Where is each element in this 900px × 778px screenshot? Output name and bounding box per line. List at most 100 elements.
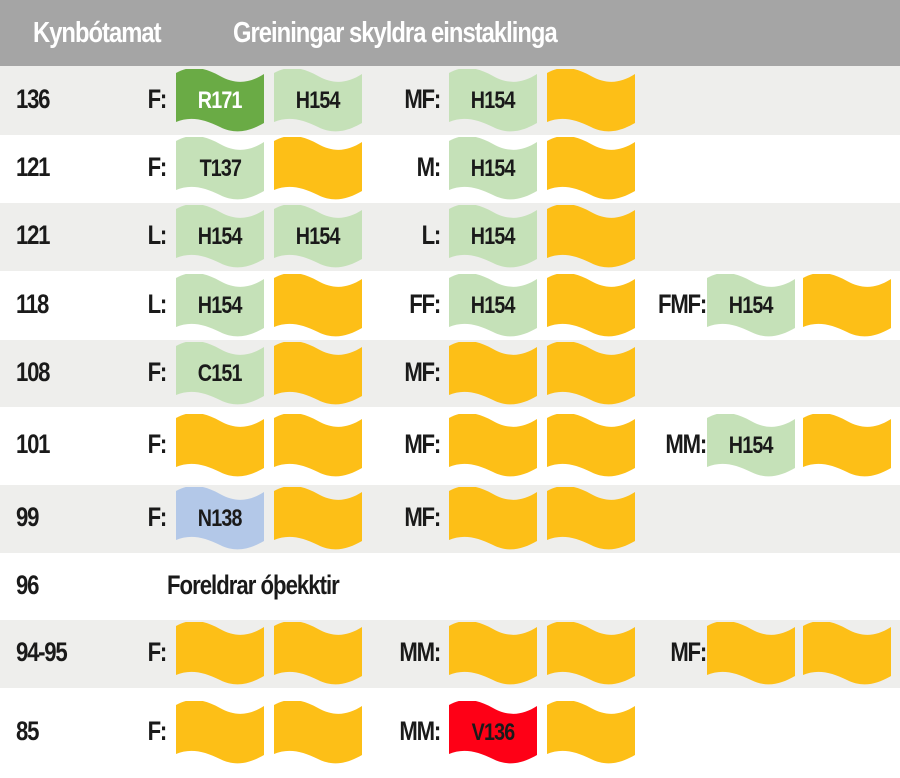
flag-icon <box>176 137 264 200</box>
allele-flag-yellow <box>274 487 362 551</box>
breeding-value: 96 <box>16 570 39 600</box>
table-row: 101 F: MF: MM: H154 <box>0 407 900 485</box>
allele-flag-yellow <box>547 487 635 551</box>
allele-code <box>547 274 635 338</box>
allele-code <box>274 414 362 478</box>
allele-code <box>274 701 362 765</box>
allele-flag-light-green: H154 <box>707 274 795 338</box>
allele-code <box>274 487 362 551</box>
table-row: 94-95 F: MM: MF: <box>0 620 900 688</box>
flag-icon <box>274 342 362 405</box>
relative-label: F: <box>147 429 168 459</box>
flag-icon <box>547 622 635 685</box>
relative-label: MM: <box>399 716 441 746</box>
allele-code-text: T137 <box>199 155 241 182</box>
flag-icon <box>274 69 362 132</box>
allele-code <box>707 622 795 686</box>
flag-icon <box>176 342 264 405</box>
relative-label: MF: <box>404 502 441 532</box>
allele-code: T137 <box>176 137 264 201</box>
flag-icon <box>274 622 362 685</box>
allele-flag-light-green: T137 <box>176 137 264 201</box>
relative-label: MF: <box>404 357 441 387</box>
allele-code <box>803 622 891 686</box>
allele-code-text: R171 <box>198 87 243 114</box>
allele-flag-light-green: H154 <box>449 69 537 133</box>
flag-icon <box>547 342 635 405</box>
allele-flag-yellow <box>547 137 635 201</box>
flag-icon <box>547 137 635 200</box>
relative-label: FF: <box>409 289 441 319</box>
allele-flag-light-green: H154 <box>449 205 537 269</box>
allele-code <box>547 342 635 406</box>
allele-flag-yellow <box>274 274 362 338</box>
allele-code-text: N138 <box>198 505 243 532</box>
allele-code-text: H154 <box>296 87 341 114</box>
allele-code-text: H154 <box>471 292 516 319</box>
allele-code <box>547 487 635 551</box>
allele-code-text: H154 <box>729 432 774 459</box>
flag-icon <box>176 487 264 550</box>
allele-code: H154 <box>449 274 537 338</box>
flag-icon <box>547 701 635 764</box>
flag-icon <box>274 274 362 337</box>
breeding-value: 108 <box>16 357 50 387</box>
allele-flag-light-green: C151 <box>176 342 264 406</box>
allele-flag-yellow <box>803 274 891 338</box>
flag-icon <box>803 274 891 337</box>
allele-flag-yellow <box>547 274 635 338</box>
allele-flag-yellow <box>803 414 891 478</box>
allele-code <box>449 622 537 686</box>
allele-code-text: H154 <box>729 292 774 319</box>
allele-code: H154 <box>274 205 362 269</box>
relative-label: F: <box>147 637 168 667</box>
allele-code-text: H154 <box>198 223 243 250</box>
allele-flag-light-green: H154 <box>707 414 795 478</box>
allele-flag-yellow <box>176 414 264 478</box>
relative-label: F: <box>147 84 168 114</box>
header-relative-analyses: Greiningar skyldra einstaklinga <box>233 17 558 49</box>
breeding-value: 136 <box>16 84 50 114</box>
relative-label: F: <box>147 152 168 182</box>
flag-icon <box>176 205 264 268</box>
table-row: 96 Foreldrar óþekktir <box>0 553 900 620</box>
breeding-value: 94-95 <box>16 637 68 667</box>
allele-flag-yellow <box>547 701 635 765</box>
allele-flag-yellow <box>274 701 362 765</box>
allele-flag-light-green: H154 <box>449 137 537 201</box>
allele-code <box>547 69 635 133</box>
allele-flag-blue: N138 <box>176 487 264 551</box>
relative-label: L: <box>421 220 442 250</box>
allele-flag-yellow <box>274 414 362 478</box>
allele-code-text: H154 <box>471 223 516 250</box>
allele-flag-yellow <box>449 487 537 551</box>
allele-flag-yellow <box>449 342 537 406</box>
flag-icon <box>449 274 537 337</box>
allele-code <box>547 205 635 269</box>
table-row: 108 F: C151 MF: <box>0 340 900 407</box>
flag-icon <box>176 69 264 132</box>
allele-code: H154 <box>274 69 362 133</box>
allele-flag-yellow <box>547 342 635 406</box>
flag-icon <box>449 137 537 200</box>
flag-icon <box>803 622 891 685</box>
flag-icon <box>547 487 635 550</box>
relative-label: MM: <box>665 429 707 459</box>
relative-label: MF: <box>404 84 441 114</box>
relative-label: F: <box>147 502 168 532</box>
allele-code: H154 <box>449 137 537 201</box>
allele-code: N138 <box>176 487 264 551</box>
flag-icon <box>707 622 795 685</box>
allele-code <box>176 701 264 765</box>
allele-code <box>176 622 264 686</box>
allele-code: H154 <box>176 274 264 338</box>
allele-code <box>176 414 264 478</box>
relative-label: M: <box>416 152 442 182</box>
allele-code: H154 <box>176 205 264 269</box>
allele-code: V136 <box>449 701 537 765</box>
flag-icon <box>274 137 362 200</box>
allele-flag-yellow <box>547 69 635 133</box>
allele-flag-yellow <box>449 622 537 686</box>
header-breeding-value: Kynbótamat <box>33 17 162 49</box>
allele-code: H154 <box>449 69 537 133</box>
